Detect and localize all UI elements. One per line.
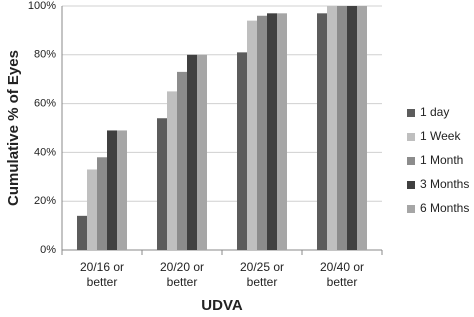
bar	[187, 54, 197, 250]
y-axis-title: Cumulative % of Eyes	[5, 50, 22, 206]
bar	[247, 20, 257, 250]
bar	[117, 130, 127, 250]
bar	[317, 13, 327, 250]
bar	[267, 13, 277, 250]
bar	[357, 6, 367, 250]
x-axis-title: UDVA	[201, 297, 243, 314]
bar	[97, 157, 107, 250]
bar	[257, 15, 267, 251]
y-tick-label: 100%	[28, 0, 56, 12]
legend-label: 1 Week	[420, 129, 461, 143]
y-tick-label: 20%	[34, 195, 56, 207]
legend-swatch	[407, 133, 415, 141]
bar	[277, 13, 287, 250]
bar	[337, 6, 347, 250]
legend-label: 1 day	[420, 105, 449, 119]
legend-swatch	[407, 109, 415, 117]
x-tick-label: 20/40 or better	[319, 260, 365, 289]
bar	[197, 54, 207, 250]
y-tick-label: 0%	[40, 244, 56, 256]
y-tick-label: 40%	[34, 146, 56, 158]
x-tick-label: 20/25 or better	[239, 260, 285, 289]
x-tick-label: 20/20 or better	[159, 260, 205, 289]
legend-swatch	[407, 157, 415, 165]
legend-label: 6 Months	[420, 201, 469, 215]
x-tick-label: 20/16 or better	[79, 260, 125, 289]
legend-swatch	[407, 181, 415, 189]
bar	[327, 6, 337, 250]
bar	[107, 130, 117, 250]
bar	[347, 6, 357, 250]
bar	[167, 91, 177, 251]
bar	[87, 169, 97, 250]
bar	[77, 215, 87, 250]
legend-label: 3 Months	[420, 177, 469, 191]
y-tick-label: 80%	[34, 49, 56, 61]
bar	[177, 71, 187, 250]
bar	[237, 52, 247, 250]
legend-swatch	[407, 205, 415, 213]
bar	[157, 118, 167, 251]
legend-label: 1 Month	[420, 153, 463, 167]
y-tick-label: 60%	[34, 98, 56, 110]
